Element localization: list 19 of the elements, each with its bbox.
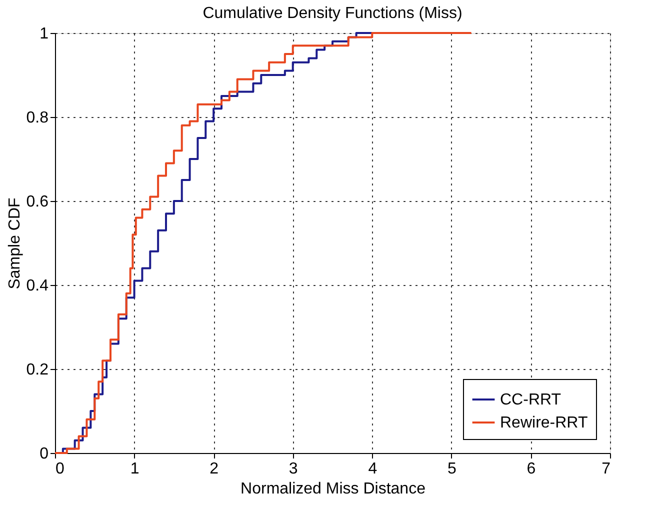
x-tick-label: 0 bbox=[56, 460, 64, 478]
y-tick-label: 0.6 bbox=[26, 194, 49, 210]
x-tick-label: 3 bbox=[288, 460, 298, 478]
y-tick-label: 0.8 bbox=[26, 110, 49, 126]
x-tick-label: 2 bbox=[210, 460, 219, 478]
x-tick-label: 5 bbox=[447, 460, 456, 478]
legend-label: CC-RRT bbox=[500, 392, 562, 408]
x-tick-label: 7 bbox=[602, 460, 611, 478]
chart-title: Cumulative Density Functions (Miss) bbox=[202, 5, 462, 22]
x-tick-label: 4 bbox=[368, 460, 378, 478]
x-tick-label: 1 bbox=[130, 460, 140, 478]
x-axis-title: Normalized Miss Distance bbox=[240, 480, 426, 498]
y-tick-label: 1 bbox=[40, 26, 49, 42]
y-tick-label: 0.2 bbox=[26, 362, 49, 378]
y-axis-title: Sample CDF bbox=[6, 197, 24, 290]
y-tick-label: 0.4 bbox=[26, 278, 49, 294]
legend-label: Rewire-RRT bbox=[500, 414, 588, 432]
y-tick-label: 0 bbox=[40, 446, 49, 462]
x-tick-label: 6 bbox=[526, 460, 536, 478]
